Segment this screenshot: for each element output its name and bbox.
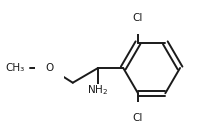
Text: CH₃: CH₃ — [5, 63, 24, 73]
Text: Cl: Cl — [133, 113, 143, 123]
Text: O: O — [46, 63, 54, 73]
Text: Cl: Cl — [133, 13, 143, 23]
Text: NH$_2$: NH$_2$ — [88, 84, 108, 98]
